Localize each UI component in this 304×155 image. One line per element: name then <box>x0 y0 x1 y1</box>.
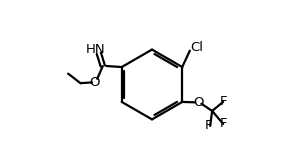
Text: O: O <box>90 76 100 89</box>
Text: F: F <box>204 119 212 132</box>
Text: Cl: Cl <box>190 41 203 54</box>
Text: F: F <box>219 95 227 108</box>
Text: HN: HN <box>85 43 105 56</box>
Text: O: O <box>193 96 204 109</box>
Text: F: F <box>219 117 227 130</box>
